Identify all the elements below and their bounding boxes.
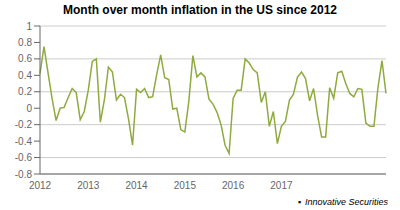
svg-text:0.8: 0.8	[18, 37, 32, 48]
svg-text:0.4: 0.4	[18, 70, 32, 81]
svg-text:-0.4: -0.4	[15, 136, 33, 147]
svg-text:2017: 2017	[270, 180, 293, 191]
svg-text:2013: 2013	[77, 180, 100, 191]
svg-text:-0.6: -0.6	[15, 152, 33, 163]
svg-text:-0.2: -0.2	[15, 119, 33, 130]
svg-text:0.2: 0.2	[18, 86, 32, 97]
svg-text:2016: 2016	[222, 180, 245, 191]
html-text:Innovative Securities: Innovative Securities	[305, 197, 388, 207]
svg-text:2015: 2015	[174, 180, 197, 191]
svg-text:-0.8: -0.8	[15, 169, 33, 180]
svg-text:1: 1	[26, 21, 32, 32]
html-text:Month over month inflation in: Month over month inflation in the US sin…	[63, 3, 337, 17]
svg-text:0.6: 0.6	[18, 53, 32, 64]
svg-text:2012: 2012	[29, 180, 52, 191]
svg-text:2014: 2014	[125, 180, 148, 191]
svg-text:0: 0	[26, 103, 32, 114]
